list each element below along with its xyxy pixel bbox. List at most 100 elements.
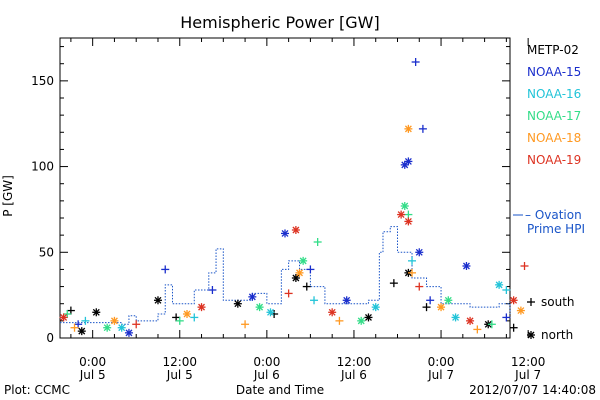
data-point-noaa-17 bbox=[487, 320, 496, 329]
x-tick-time-label: 12:00 bbox=[511, 355, 546, 369]
marker-stroke bbox=[234, 300, 242, 308]
marker-stroke bbox=[125, 329, 133, 337]
data-point-noaa-18 bbox=[408, 268, 417, 277]
data-point-noaa-15 bbox=[426, 296, 435, 305]
x-tick-date-label: Jul 7 bbox=[427, 368, 454, 382]
data-point-noaa-16 bbox=[81, 316, 90, 325]
data-point-noaa-15 bbox=[306, 265, 315, 274]
marker-stroke bbox=[404, 125, 412, 133]
data-point-noaa-16 bbox=[502, 286, 511, 294]
footer-xlabel: Date and Time bbox=[236, 383, 324, 397]
legend-marker-label-south: south bbox=[541, 295, 575, 309]
data-point-noaa-16 bbox=[190, 313, 199, 322]
data-point-noaa-19 bbox=[197, 303, 206, 312]
x-tick-time-label: 0:00 bbox=[79, 355, 106, 369]
marker-stroke bbox=[198, 303, 205, 311]
data-point-metp-02 bbox=[153, 296, 162, 305]
data-point-noaa-17 bbox=[103, 323, 112, 332]
marker-stroke bbox=[60, 313, 68, 321]
data-point-metp-02 bbox=[422, 303, 431, 312]
data-point-noaa-17 bbox=[357, 316, 366, 325]
y-tick-label: 150 bbox=[31, 74, 54, 88]
marker-stroke bbox=[466, 317, 474, 325]
data-point-noaa-15 bbox=[404, 157, 413, 166]
marker-stroke bbox=[328, 308, 336, 316]
legend-marker-north bbox=[527, 331, 535, 339]
data-point-noaa-16 bbox=[495, 280, 504, 289]
data-point-noaa-18 bbox=[437, 303, 446, 312]
data-point-noaa-17 bbox=[175, 316, 184, 325]
marker-stroke bbox=[248, 293, 256, 301]
data-point-noaa-16 bbox=[371, 303, 380, 312]
data-point-noaa-19 bbox=[397, 210, 406, 219]
data-point-noaa-16 bbox=[408, 256, 417, 265]
data-point-noaa-16 bbox=[266, 308, 275, 317]
data-point-noaa-17 bbox=[404, 210, 413, 219]
data-point-noaa-15 bbox=[342, 296, 351, 305]
marker-stroke bbox=[110, 317, 118, 325]
data-point-noaa-16 bbox=[310, 296, 319, 305]
marker-stroke bbox=[281, 229, 289, 237]
y-tick-label: 0 bbox=[46, 331, 54, 345]
marker-stroke bbox=[397, 211, 405, 219]
marker-stroke bbox=[154, 296, 162, 304]
data-point-noaa-18 bbox=[473, 325, 482, 334]
x-tick-date-label: Jul 5 bbox=[79, 368, 106, 382]
legend-entry-noaa-19: NOAA-19 bbox=[527, 153, 581, 167]
marker-stroke bbox=[527, 331, 535, 339]
data-point-noaa-18 bbox=[335, 316, 344, 325]
data-point-noaa-15 bbox=[248, 292, 257, 301]
marker-stroke bbox=[267, 308, 274, 316]
chart-title: Hemispheric Power [GW] bbox=[180, 13, 379, 32]
data-point-noaa-15 bbox=[161, 265, 170, 274]
marker-stroke bbox=[292, 226, 300, 234]
data-point-noaa-18 bbox=[404, 124, 413, 133]
marker-stroke bbox=[357, 317, 365, 325]
footer-timestamp: 2012/07/07 14:40:08 bbox=[469, 383, 596, 397]
y-tick-label: 100 bbox=[31, 160, 54, 174]
data-point-noaa-17 bbox=[299, 256, 308, 265]
data-point-noaa-15 bbox=[502, 313, 511, 322]
legend-entry-noaa-15: NOAA-15 bbox=[527, 65, 581, 79]
legend-entry-noaa-18: NOAA-18 bbox=[527, 131, 581, 145]
legend-hpi-label: – Ovation bbox=[525, 208, 582, 222]
marker-stroke bbox=[495, 281, 503, 289]
data-point-noaa-18 bbox=[295, 268, 304, 277]
legend-marker-label-north: north bbox=[541, 328, 573, 342]
data-point-noaa-17 bbox=[255, 303, 264, 312]
data-point-noaa-19 bbox=[466, 316, 475, 325]
data-point-noaa-19 bbox=[404, 217, 413, 226]
data-point-noaa-15 bbox=[74, 320, 83, 329]
data-point-noaa-15 bbox=[418, 124, 427, 133]
legend-entry-noaa-17: NOAA-17 bbox=[527, 109, 581, 123]
marker-stroke bbox=[118, 324, 126, 332]
data-point-noaa-15 bbox=[462, 262, 471, 270]
x-tick-time-label: 0:00 bbox=[253, 355, 280, 369]
data-point-noaa-17 bbox=[313, 238, 322, 246]
marker-stroke bbox=[78, 327, 86, 335]
data-point-noaa-15 bbox=[400, 160, 409, 169]
data-point-noaa-19 bbox=[291, 226, 300, 234]
x-tick-date-label: Jul 5 bbox=[166, 368, 193, 382]
data-point-metp-02 bbox=[364, 313, 373, 322]
marker-stroke bbox=[372, 303, 380, 311]
data-point-noaa-19 bbox=[59, 313, 68, 322]
data-point-noaa-19 bbox=[132, 320, 141, 329]
legend-entry-noaa-16: NOAA-16 bbox=[527, 87, 581, 101]
legend-entry-metp-02: METP-02 bbox=[527, 43, 579, 57]
x-tick-time-label: 12:00 bbox=[337, 355, 372, 369]
marker-stroke bbox=[404, 217, 412, 225]
data-point-noaa-19 bbox=[328, 308, 337, 317]
data-point-noaa-18 bbox=[70, 323, 79, 332]
legend: METP-02 NOAA-15 NOAA-16 NOAA-17 NOAA-18 NOAA-… bbox=[513, 43, 585, 342]
legend-marker-south bbox=[527, 298, 535, 306]
data-point-noaa-15 bbox=[208, 286, 217, 294]
data-point-noaa-15 bbox=[281, 229, 289, 238]
marker-stroke bbox=[444, 296, 452, 304]
data-point-noaa-16 bbox=[451, 313, 460, 322]
marker-stroke bbox=[103, 324, 111, 332]
data-point-metp-02 bbox=[302, 282, 311, 291]
data-point-noaa-16 bbox=[117, 323, 126, 332]
